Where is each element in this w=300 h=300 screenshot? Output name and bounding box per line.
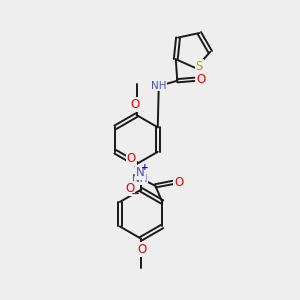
Text: NH: NH <box>151 80 166 91</box>
Text: NH: NH <box>132 174 147 184</box>
Text: O: O <box>127 152 136 165</box>
Text: O: O <box>138 243 147 256</box>
Text: S: S <box>196 60 203 73</box>
Text: −: − <box>131 189 140 199</box>
Text: O: O <box>196 73 205 86</box>
Text: O: O <box>131 98 140 111</box>
Text: O: O <box>125 182 134 195</box>
Text: +: + <box>141 164 149 172</box>
Text: N: N <box>136 166 145 178</box>
Text: O: O <box>174 176 183 189</box>
